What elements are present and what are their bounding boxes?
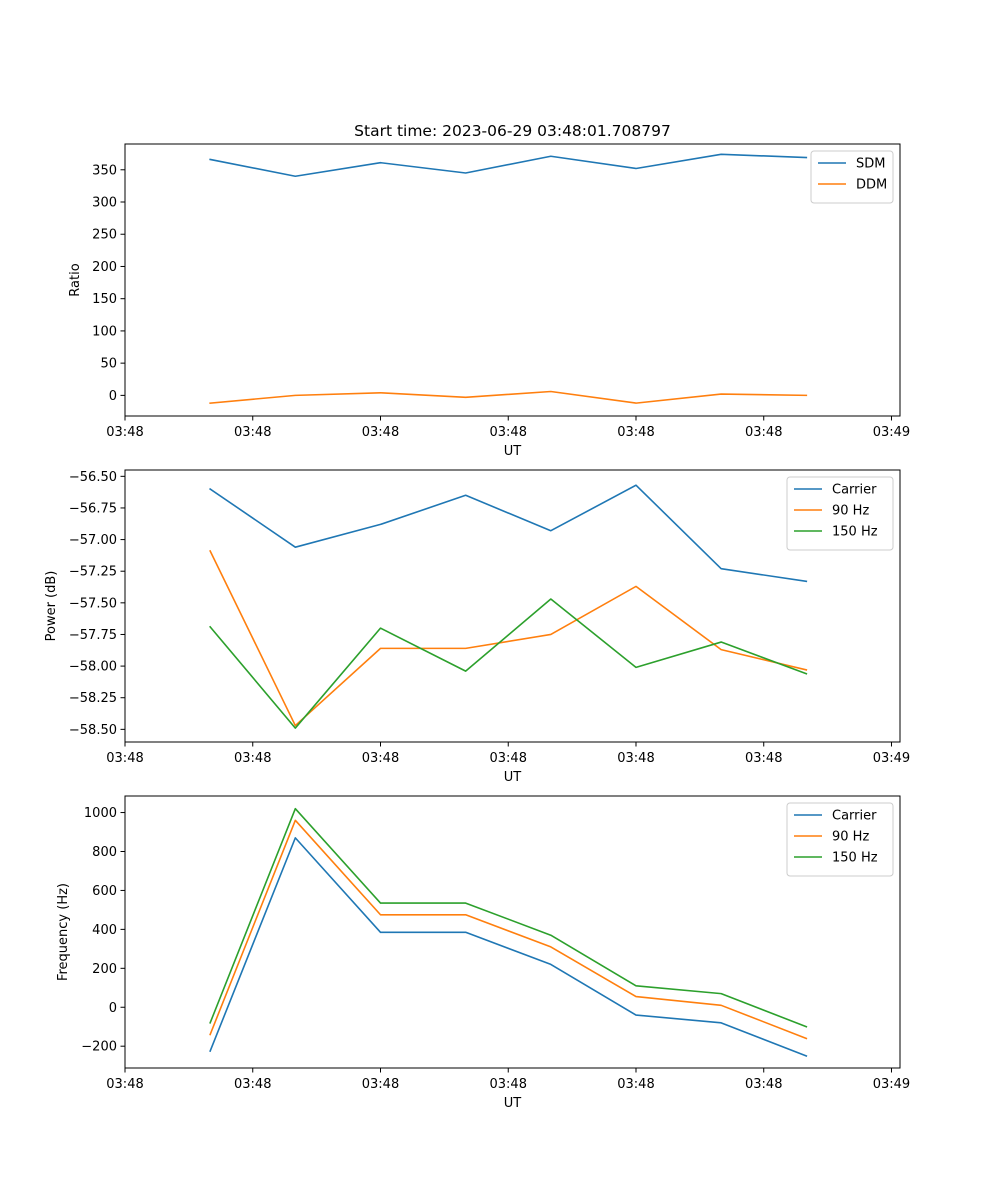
x-tick-label: 03:48	[106, 1077, 143, 1092]
y-tick-label: −56.75	[69, 501, 117, 516]
y-tick-label: 150	[92, 292, 117, 307]
y-tick-label: 100	[92, 324, 117, 339]
x-tick-label: 03:48	[490, 751, 527, 766]
series-line-90-hz	[209, 819, 808, 1040]
x-tick-label: 03:48	[617, 425, 654, 440]
x-tick-label: 03:49	[873, 751, 910, 766]
y-tick-label: 0	[109, 1001, 117, 1016]
y-tick-label: 200	[92, 260, 117, 275]
y-tick-label: −57.00	[69, 533, 117, 548]
x-tick-label: 03:48	[362, 751, 399, 766]
axes-frame	[124, 795, 901, 1069]
legend: Carrier 90 Hz 150 Hz	[786, 476, 894, 551]
y-tick-label: −57.50	[69, 596, 117, 611]
y-tick-label: −58.25	[69, 691, 117, 706]
legend-label: Carrier	[832, 809, 877, 824]
series-line-150-hz	[209, 807, 808, 1028]
x-tick-label: 03:48	[234, 751, 271, 766]
axes-frame	[124, 143, 901, 417]
chart-panels: 03:48 03:48 03:48 03:48 03:48 03:48 03:49 0 50 10…	[44, 143, 910, 1111]
axes-frame	[124, 469, 901, 743]
legend-label: 90 Hz	[832, 830, 869, 845]
chart-panel-2: 03:48 03:48 03:48 03:48 03:48 03:48 03:49 −56.5…	[44, 469, 910, 785]
chart-panel-3: 03:48 03:48 03:48 03:48 03:48 03:48 03:49 −200 0…	[56, 795, 910, 1111]
y-tick-label: 800	[92, 845, 117, 860]
chart-title: Start time: 2023-06-29 03:48:01.708797	[354, 122, 671, 140]
legend-label: DDM	[856, 178, 887, 193]
y-tick-label: −57.25	[69, 565, 117, 580]
x-tick-label: 03:48	[745, 425, 782, 440]
x-tick-label: 03:48	[234, 425, 271, 440]
y-axis-label: Frequency (Hz)	[56, 883, 71, 981]
y-tick-label: 250	[92, 228, 117, 243]
legend-label: Carrier	[832, 483, 877, 498]
y-tick-label: 350	[92, 163, 117, 178]
x-tick-label: 03:48	[106, 425, 143, 440]
x-tick-label: 03:49	[873, 425, 910, 440]
y-axis-label: Ratio	[68, 263, 83, 296]
legend: Carrier 90 Hz 150 Hz	[786, 802, 894, 877]
x-tick-label: 03:48	[362, 425, 399, 440]
y-tick-label: −57.75	[69, 628, 117, 643]
x-tick-label: 03:48	[745, 751, 782, 766]
y-tick-label: 1000	[84, 806, 117, 821]
y-tick-label: 400	[92, 923, 117, 938]
series-group	[209, 153, 808, 404]
y-tick-label: −58.00	[69, 660, 117, 675]
x-axis-label: UT	[504, 1096, 522, 1111]
series-line-carrier	[209, 837, 808, 1057]
legend-label: 150 Hz	[832, 851, 878, 866]
legend-box	[810, 150, 894, 204]
chart-panel-1: 03:48 03:48 03:48 03:48 03:48 03:48 03:49 0 50 10…	[68, 143, 910, 459]
y-tick-label: 300	[92, 196, 117, 211]
legend-label: 150 Hz	[832, 525, 878, 540]
series-line-carrier	[209, 484, 808, 583]
x-tick-label: 03:48	[234, 1077, 271, 1092]
x-tick-label: 03:48	[617, 1077, 654, 1092]
series-line-90-hz	[209, 549, 808, 727]
y-tick-label: −200	[81, 1040, 117, 1055]
x-tick-label: 03:48	[106, 751, 143, 766]
x-tick-label: 03:48	[490, 1077, 527, 1092]
y-axis-label: Power (dB)	[44, 571, 59, 642]
legend-label: 90 Hz	[832, 504, 869, 519]
series-line-ddm	[209, 390, 808, 404]
x-axis-label: UT	[504, 770, 522, 785]
series-line-sdm	[209, 153, 808, 178]
x-tick-label: 03:48	[745, 1077, 782, 1092]
y-tick-label: 600	[92, 884, 117, 899]
series-group	[209, 807, 808, 1057]
y-tick-label: 200	[92, 962, 117, 977]
x-tick-label: 03:49	[873, 1077, 910, 1092]
legend-label: SDM	[856, 157, 885, 172]
series-group	[209, 484, 808, 729]
y-tick-label: −58.50	[69, 723, 117, 738]
x-tick-label: 03:48	[362, 1077, 399, 1092]
x-axis-label: UT	[504, 444, 522, 459]
x-tick-label: 03:48	[617, 751, 654, 766]
x-tick-label: 03:48	[490, 425, 527, 440]
y-tick-label: −56.50	[69, 470, 117, 485]
legend: SDM DDM	[810, 150, 894, 204]
y-tick-label: 0	[109, 389, 117, 404]
series-line-150-hz	[209, 598, 808, 729]
y-tick-label: 50	[100, 357, 117, 372]
